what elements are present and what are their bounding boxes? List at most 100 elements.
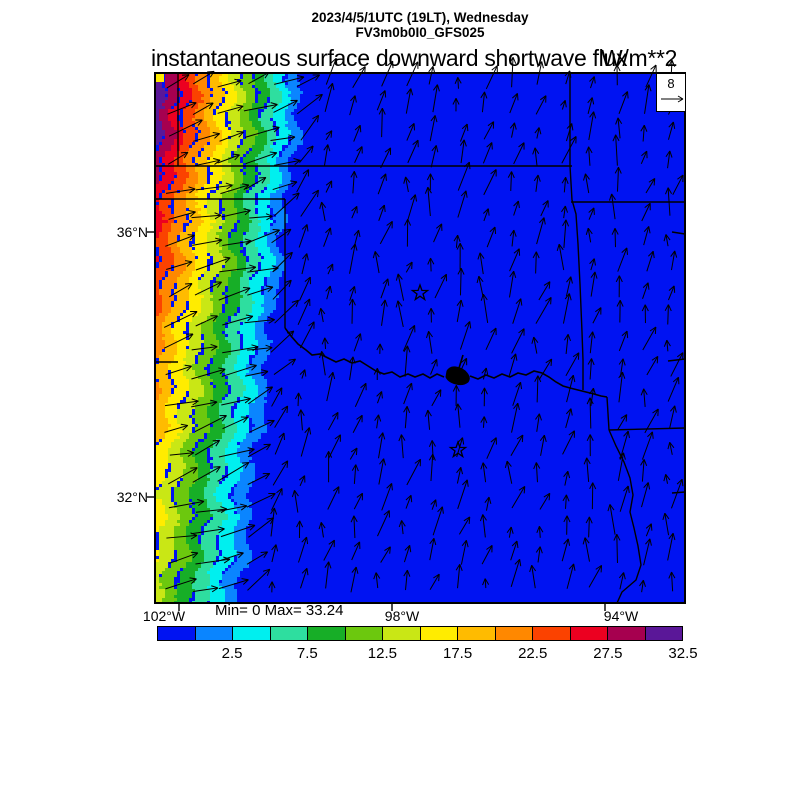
wind-arrow-head: [591, 358, 595, 366]
wind-arrow: [645, 178, 656, 194]
wind-arrow: [641, 580, 644, 593]
wind-arrow: [667, 187, 671, 216]
wind-arrow: [380, 278, 389, 299]
wind-arrow-head: [180, 423, 188, 426]
wind-arrow: [670, 352, 684, 377]
wind-arrow-head: [189, 211, 196, 217]
wind-arrow: [665, 474, 669, 484]
wind-arrow-head: [375, 572, 381, 579]
wind-arrow: [403, 545, 411, 563]
wind-arrow: [457, 403, 461, 428]
wind-arrow-head: [618, 358, 624, 365]
wind-arrow-head: [441, 506, 444, 514]
colorbar-bar: [157, 626, 683, 641]
wind-arrow-head: [538, 127, 542, 135]
edge-mark: [667, 358, 686, 362]
wind-arrow: [485, 327, 497, 351]
wind-arrow: [670, 250, 676, 271]
wind-arrow-head: [243, 416, 249, 423]
wind-arrow: [562, 430, 575, 455]
wind-arrow-head: [356, 492, 363, 498]
wind-arrow: [293, 490, 299, 513]
wind-arrow-head: [302, 169, 309, 175]
wind-arrow: [456, 358, 468, 378]
wind-arrow-head: [268, 319, 275, 324]
wind-arrow-head: [462, 437, 465, 445]
wind-arrow: [218, 448, 255, 458]
minmax-label: Min= 0 Max= 33.24: [215, 602, 344, 619]
wind-arrow-head: [321, 351, 326, 358]
wind-arrow: [296, 74, 320, 88]
wind-arrow-head: [359, 333, 362, 341]
wind-arrow: [484, 578, 487, 589]
wind-arrow: [590, 76, 595, 89]
wind-arrow: [247, 286, 274, 296]
wind-arrow: [459, 268, 462, 296]
wind-arrow-head: [513, 271, 517, 279]
wind-arrow-head: [391, 483, 393, 491]
wind-arrow: [482, 367, 487, 380]
wind-arrow-head: [543, 281, 551, 286]
wind-arrow-head: [454, 77, 459, 84]
wind-arrow: [300, 409, 303, 431]
wind-arrow: [349, 286, 356, 301]
wind-arrow-head: [583, 457, 588, 465]
colorbar-tick-label: 2.5: [221, 645, 243, 662]
edge-mark: [671, 491, 686, 494]
wind-arrow-head: [278, 432, 285, 439]
wind-arrow-head: [593, 111, 597, 119]
wind-arrow-head: [384, 546, 391, 551]
wind-arrow-head: [268, 581, 273, 589]
wind-arrow-head: [626, 331, 629, 339]
wind-arrow: [670, 479, 683, 509]
wind-arrow-head: [609, 504, 615, 511]
wind-arrow-head: [318, 94, 323, 101]
wind-arrow-head: [613, 533, 618, 541]
wind-arrow-head: [622, 91, 628, 97]
wind-arrow-head: [325, 130, 333, 135]
wind-arrow-head: [217, 526, 225, 530]
wind-arrow: [320, 522, 324, 538]
wind-arrow: [510, 434, 524, 457]
wind-arrow: [641, 459, 645, 482]
wind-arrow-head: [326, 263, 334, 269]
wind-arrow-head: [273, 507, 278, 515]
wind-arrow: [590, 388, 594, 407]
wind-arrow-head: [672, 533, 676, 541]
wind-arrow: [427, 187, 431, 217]
wind-arrow: [376, 414, 380, 429]
wind-arrow: [168, 119, 203, 137]
wind-arrow-head: [183, 151, 189, 159]
wind-arrow-head: [389, 546, 391, 554]
wind-arrow-head: [516, 540, 519, 549]
wind-arrow-head: [298, 76, 305, 82]
model-header: FV3m0b0I0_GFS025: [355, 25, 485, 40]
colorbar-tick-label: 12.5: [367, 645, 397, 662]
wind-arrow-head: [304, 276, 311, 282]
wind-arrow-head: [398, 434, 402, 442]
wind-arrow: [195, 257, 231, 271]
colorbar-cell: [607, 627, 645, 640]
wind-arrow-head: [414, 194, 418, 202]
wind-arrow: [327, 263, 334, 275]
wind-arrow-head: [484, 496, 490, 504]
wind-arrow-head: [535, 413, 540, 420]
wind-arrow-head: [558, 243, 564, 251]
wind-arrow-head: [353, 541, 360, 547]
wind-arrow: [664, 513, 670, 536]
wind-arrow-head: [266, 569, 271, 576]
wind-arrow-head: [486, 544, 493, 550]
wind-arrow-head: [669, 150, 673, 158]
wind-arrow: [167, 467, 198, 485]
wind-arrow-head: [303, 298, 311, 304]
wind-arrow-head: [466, 124, 469, 132]
wind-arrow-head: [315, 93, 323, 97]
wind-arrow-head: [276, 488, 283, 494]
wind-arrow-head: [287, 229, 292, 236]
wind-arrow-head: [645, 538, 651, 545]
wind-arrow-head: [189, 188, 196, 194]
wind-arrow-head: [621, 330, 628, 337]
wind-arrow-head: [511, 540, 518, 547]
wind-arrow: [406, 194, 416, 222]
